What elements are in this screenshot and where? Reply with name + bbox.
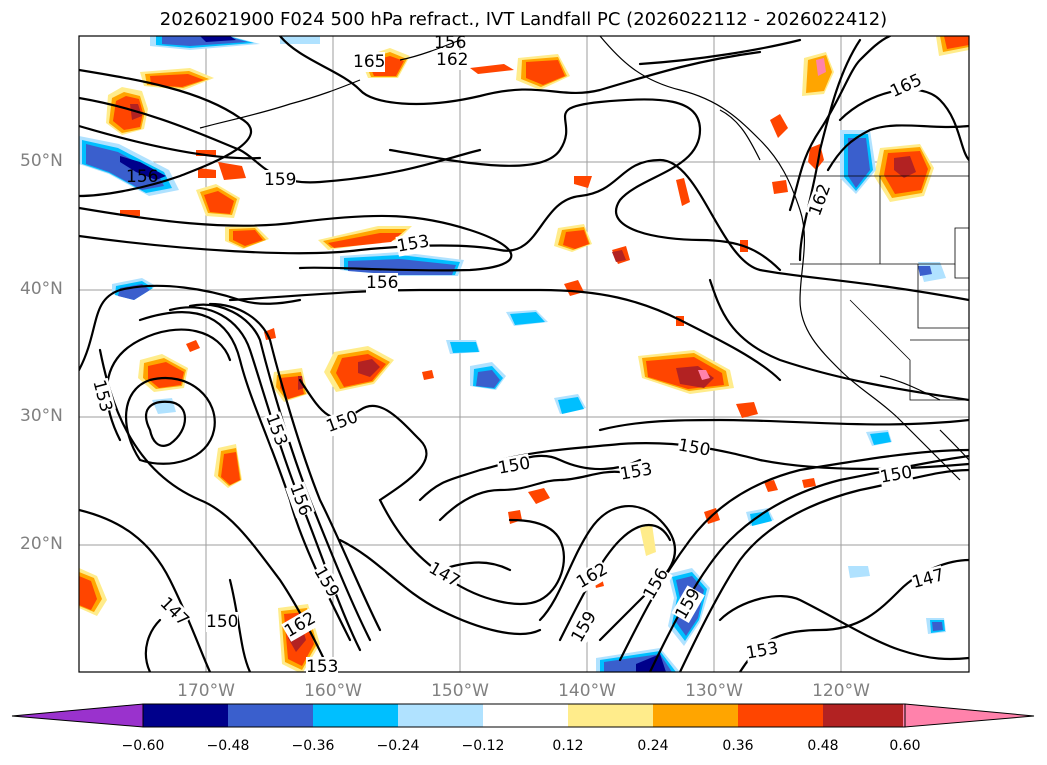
lon-label-170w: 170°W	[177, 681, 235, 701]
state-borders	[780, 175, 969, 401]
map-frame	[78, 35, 970, 673]
lon-label-140w: 140°W	[558, 681, 616, 701]
colorbar-bin	[143, 704, 228, 727]
colorbar-bin	[483, 704, 568, 727]
map-panel	[79, 36, 969, 672]
colorbar-extend-high	[904, 703, 1035, 728]
colorbar-outline	[142, 703, 906, 728]
lon-label-150w: 150°W	[431, 681, 489, 701]
colorbar-tick: −0.12	[461, 738, 505, 754]
lat-label-50n: 50°N	[20, 151, 63, 171]
lat-label-20n: 20°N	[20, 534, 63, 554]
colorbar-bin	[653, 704, 738, 727]
lon-label-130w: 130°W	[685, 681, 743, 701]
lat-label-40n: 40°N	[20, 279, 63, 299]
colorbar-tick: 0.60	[889, 738, 921, 754]
colorbar-tick: −0.60	[121, 738, 165, 754]
colorbar-bin	[903, 704, 905, 727]
colorbar-extend-low	[11, 703, 144, 728]
map-title: 2026021900 F024 500 hPa refract., IVT La…	[159, 9, 888, 30]
colorbar-bin	[398, 704, 483, 727]
colorbar	[11, 703, 1035, 728]
colorbar-tick: −0.24	[376, 738, 420, 754]
colorbar-tick: −0.48	[206, 738, 250, 754]
colorbar-tick: 0.24	[637, 738, 669, 754]
colorbar-tick: 0.48	[807, 738, 839, 754]
colorbar-tick: −0.36	[291, 738, 335, 754]
lat-label-30n: 30°N	[20, 406, 63, 426]
colorbar-bin	[568, 704, 653, 727]
colorbar-bin	[823, 704, 903, 727]
colorbar-tick: 0.12	[552, 738, 584, 754]
colorbar-tick: 0.36	[722, 738, 754, 754]
lon-label-160w: 160°W	[304, 681, 362, 701]
lon-label-120w: 120°W	[812, 681, 870, 701]
colorbar-bin	[738, 704, 823, 727]
colorbar-bin	[313, 704, 398, 727]
colorbar-bin	[228, 704, 313, 727]
